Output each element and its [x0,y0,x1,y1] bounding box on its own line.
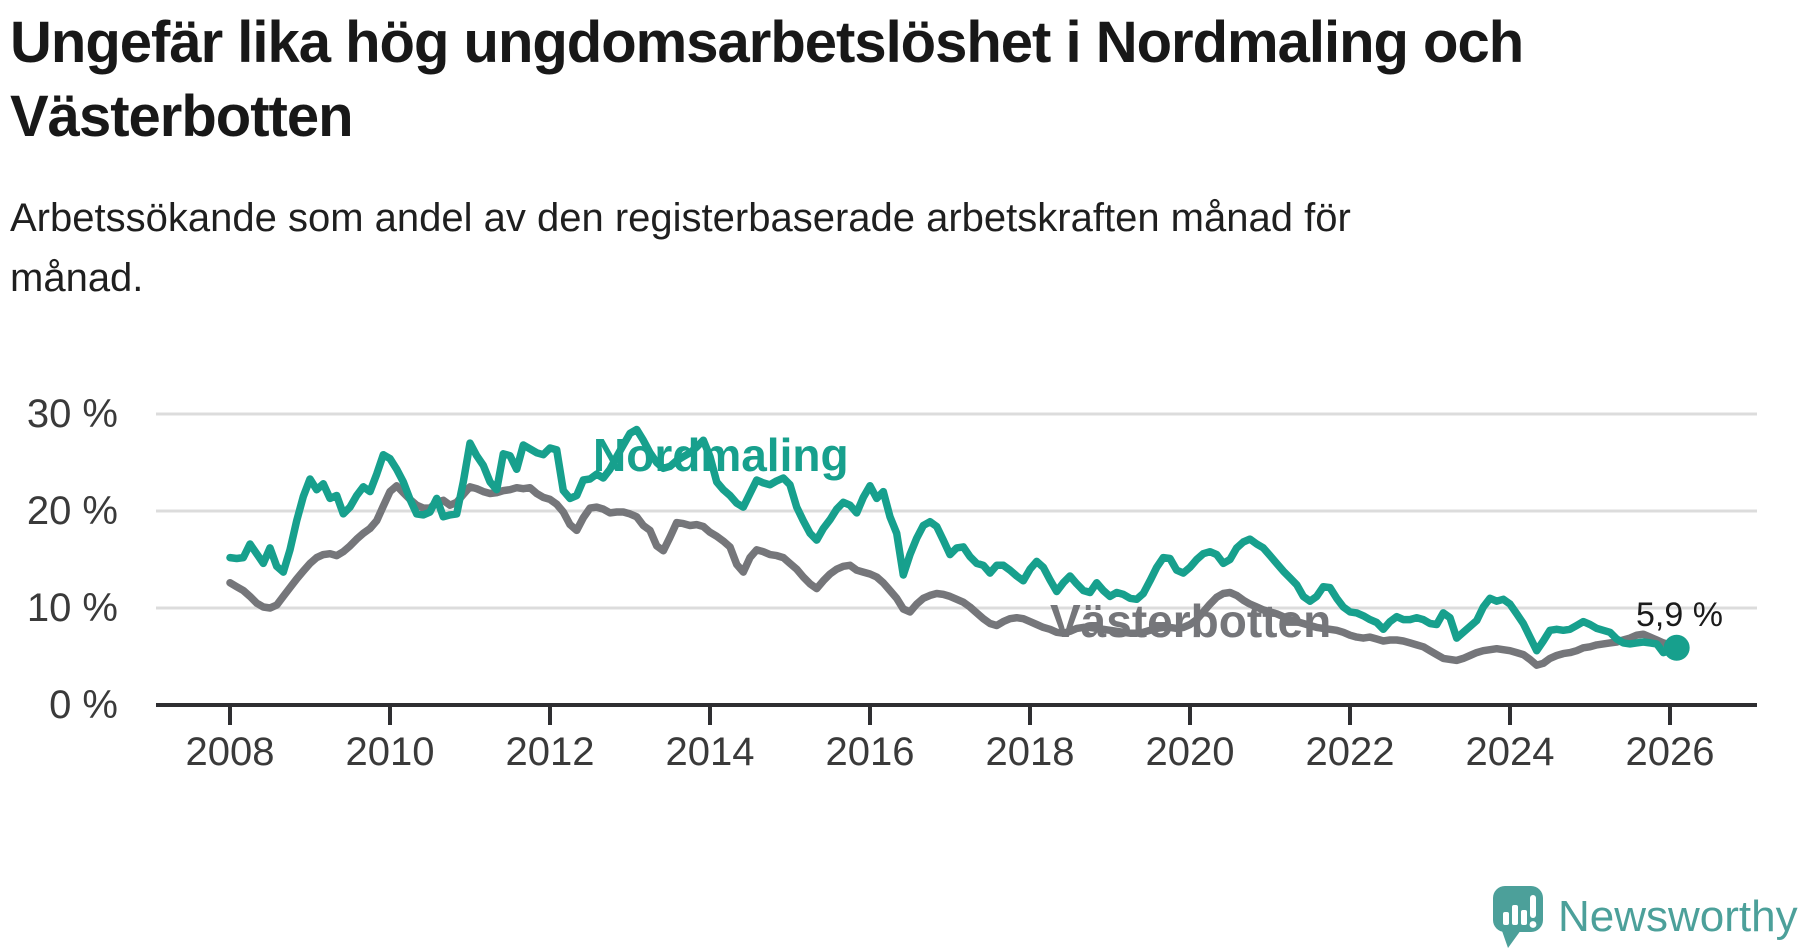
newsworthy-logo: Newsworthy [1486,884,1798,948]
end-value-label: 5,9 % [1636,596,1723,634]
page-title: Ungefär lika hög ungdomsarbetslöshet i N… [10,6,1524,154]
subtitle-line-2: månad. [10,256,144,300]
x-axis-tick-label: 2026 [1625,730,1715,774]
y-axis-tick-label: 10 % [26,586,118,630]
y-axis-tick-label: 30 % [26,392,118,436]
x-axis-tick-label: 2020 [1145,730,1235,774]
x-axis-tick-label: 2008 [185,730,275,774]
newsworthy-wordmark: Newsworthy [1558,892,1798,941]
y-axis-tick-label: 20 % [26,489,118,533]
x-axis-tick-label: 2012 [505,730,595,774]
x-axis-tick-label: 2016 [825,730,915,774]
x-axis-tick-label: 2010 [345,730,435,774]
title-line-1: Ungefär lika hög ungdomsarbetslöshet i N… [10,10,1524,75]
series-label-vasterbotten: Västerbotten [1050,595,1332,647]
y-axis-tick-label: 0 % [49,683,118,727]
x-axis-tick-label: 2014 [665,730,755,774]
subtitle-line-1: Arbetssökande som andel av den registerb… [10,196,1351,240]
chart-subtitle: Arbetssökande som andel av den registerb… [10,188,1351,308]
x-axis-tick-label: 2024 [1465,730,1555,774]
series-label-nordmaling: Nordmaling [593,429,849,481]
newsworthy-logo-icon [1493,886,1543,948]
x-axis-tick-label: 2018 [985,730,1075,774]
title-line-2: Västerbotten [10,84,354,149]
x-axis-tick-label: 2022 [1305,730,1395,774]
